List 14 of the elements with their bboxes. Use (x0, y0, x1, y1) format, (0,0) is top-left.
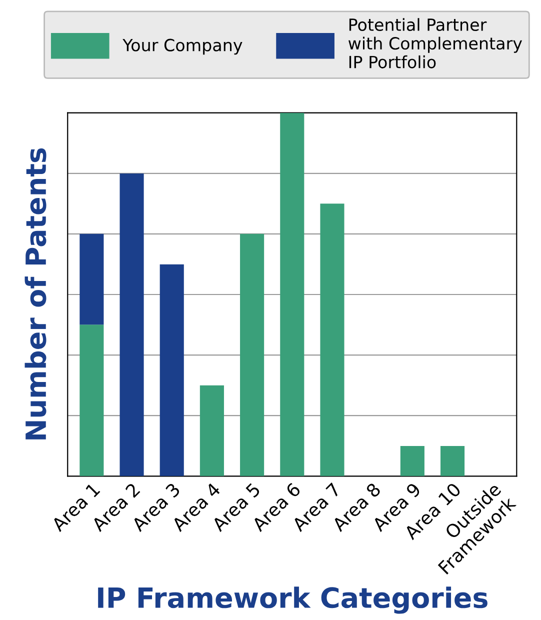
bar (200, 385, 224, 476)
bar (320, 204, 344, 476)
bar (280, 112, 304, 476)
bar (120, 174, 144, 476)
bar (80, 234, 104, 325)
bar (160, 264, 184, 476)
bar (80, 324, 104, 476)
bar (440, 446, 465, 476)
bar (240, 234, 264, 476)
legend-label: Your Company (122, 38, 242, 55)
legend-label: Potential Partner with Complementary IP Portfolio (348, 18, 522, 68)
x-axis-title: IP Framework Categories (98, 586, 488, 614)
bar (400, 446, 424, 476)
y-axis-title: Number of Patents (24, 148, 46, 440)
